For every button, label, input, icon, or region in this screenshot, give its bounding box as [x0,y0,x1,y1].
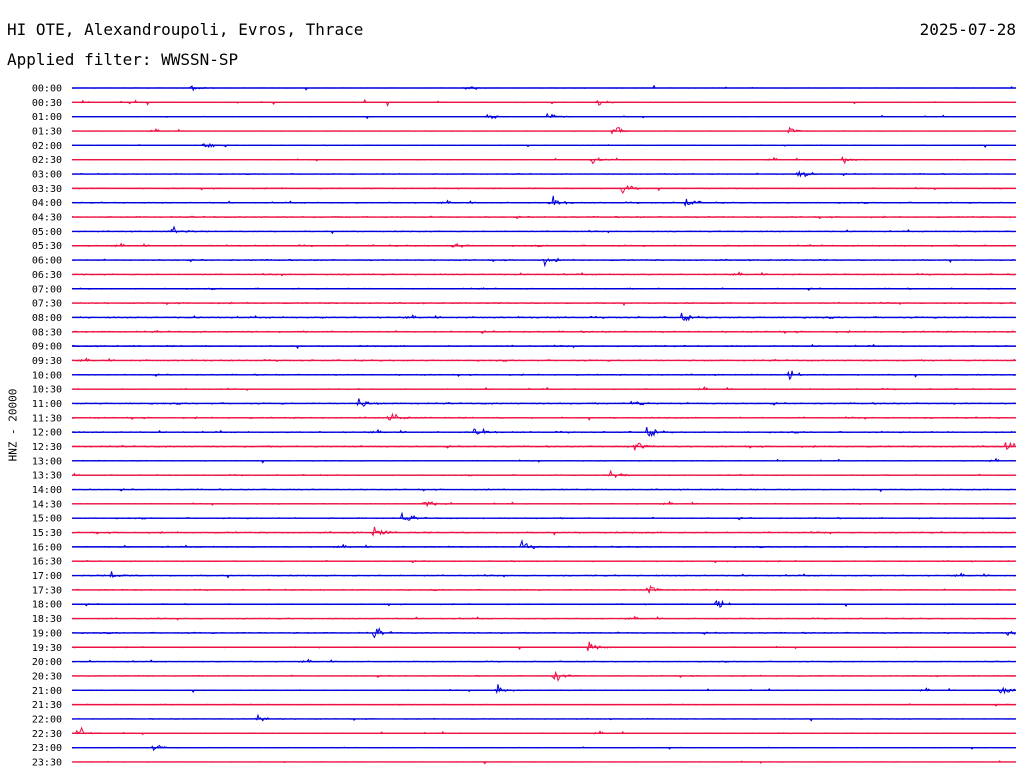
row-label: 12:30 [32,442,62,453]
row-label: 14:00 [32,485,62,496]
trace-line [72,684,1016,695]
trace-line [71,225,1016,235]
row-label: 09:00 [32,342,62,353]
row-label: 10:00 [32,370,62,381]
station-title: HI OTE, Alexandroupoli, Evros, Thrace [7,20,364,39]
row-label: 04:30 [32,213,62,224]
row-label: 20:30 [32,671,62,682]
row-label: 02:30 [32,155,62,166]
row-label: 21:30 [32,700,62,711]
row-label: 23:30 [32,757,62,768]
row-label: 20:00 [32,657,62,668]
row-label: 05:30 [32,241,62,252]
trace-line [71,155,1016,165]
trace-line [71,713,1016,722]
row-label: 17:00 [32,571,62,582]
row-label: 08:00 [32,313,62,324]
row-label: 13:00 [32,456,62,467]
row-label: 07:30 [32,299,62,310]
row-label: 01:00 [32,112,62,123]
row-label: 04:00 [32,198,62,209]
row-label: 11:00 [32,399,62,410]
row-label: 00:00 [32,84,62,95]
trace-line [71,641,1016,652]
trace-line [71,184,1016,195]
row-label: 02:00 [32,141,62,152]
row-label: 07:00 [32,284,62,295]
row-label: 17:30 [32,585,62,596]
row-label: 12:00 [32,428,62,439]
trace-line [71,469,1016,479]
row-label: 16:30 [32,557,62,568]
row-label: 09:30 [32,356,62,367]
row-label: 23:00 [32,743,62,754]
row-label: 06:00 [32,256,62,267]
trace-line [72,398,1016,407]
row-label: 18:30 [32,614,62,625]
row-label: 01:30 [32,127,62,138]
row-label: 14:30 [32,499,62,510]
row-label: 05:00 [32,227,62,238]
row-label: 19:00 [32,628,62,639]
row-label: 15:00 [32,514,62,525]
row-label: 08:30 [32,327,62,338]
filter-label: Applied filter: WWSSN-SP [7,50,239,69]
row-label: 10:30 [32,385,62,396]
row-label: 00:30 [32,98,62,109]
trace-line [71,312,1016,322]
row-label: 03:00 [32,170,62,181]
row-label: 21:00 [32,686,62,697]
trace-line [71,195,1016,208]
trace-line [71,511,1016,521]
trace-line [71,526,1016,537]
row-label: 13:30 [32,471,62,482]
trace-line [71,571,1016,579]
row-label: 22:00 [32,714,62,725]
row-label: 16:00 [32,542,62,553]
row-label: 19:30 [32,643,62,654]
row-label: 22:30 [32,729,62,740]
row-label: 18:00 [32,600,62,611]
row-label: 11:30 [32,413,62,424]
row-label: 06:30 [32,270,62,281]
date-label: 2025-07-28 [919,20,1016,39]
trace-line [71,412,1016,421]
row-label: 03:30 [32,184,62,195]
row-label: 15:30 [32,528,62,539]
